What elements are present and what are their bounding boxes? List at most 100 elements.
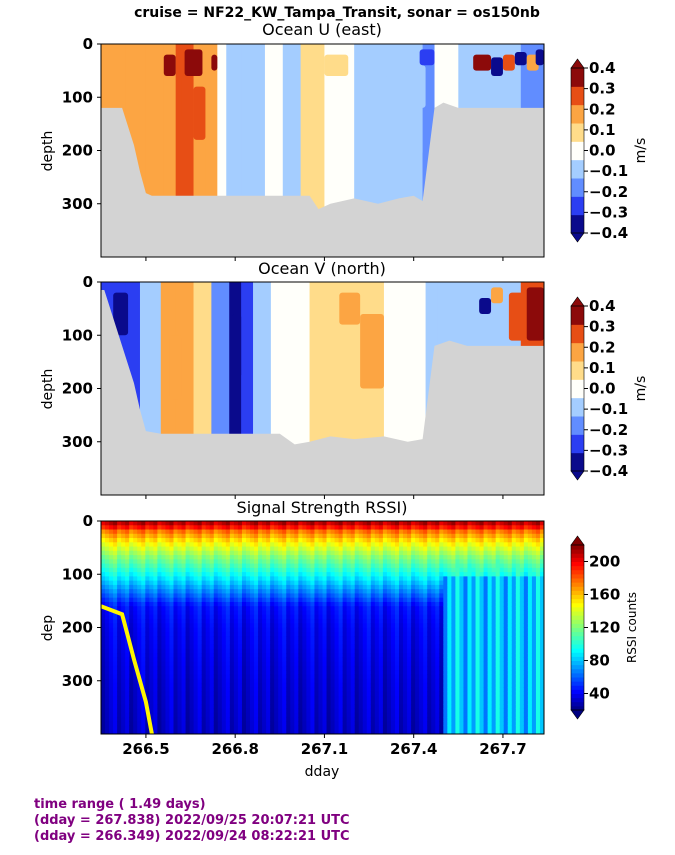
rssi-rssi-cell: [161, 589, 166, 594]
rssi-rssi-cell: [149, 695, 154, 701]
rssi-rssi-cell: [354, 627, 360, 633]
rssi-rssi-cell: [427, 550, 432, 556]
rssi-rssi-cell: [233, 546, 239, 552]
rssi-rssi-cell: [455, 725, 460, 731]
rssi-rssi-cell: [455, 584, 460, 590]
rssi-rssi-cell: [350, 716, 356, 722]
rssi-rssi-cell: [419, 712, 424, 718]
rssi-rssi-cell: [117, 636, 122, 641]
rssi-rssi-cell: [286, 674, 291, 680]
panel-v-ylabel: depth: [40, 369, 56, 410]
rssi-rssi-cell: [475, 704, 481, 709]
rssi-rssi-cell: [415, 584, 420, 590]
rssi-rssi-cell: [201, 601, 207, 607]
rssi-rssi-cell: [201, 678, 207, 684]
rssi-rssi-cell: [197, 559, 203, 565]
rssi-rssi-cell: [326, 665, 332, 671]
rssi-rssi-cell: [306, 682, 311, 688]
rssi-rssi-cell: [419, 653, 424, 658]
rssi-rssi-cell: [447, 661, 452, 667]
rssi-rssi-cell: [431, 572, 436, 577]
rssi-rssi-cell: [254, 716, 259, 722]
rssi-rssi-cell: [382, 589, 388, 594]
rssi-rssi-cell: [475, 550, 481, 556]
rssi-rssi-cell: [314, 538, 319, 543]
rssi-rssi-cell: [423, 589, 428, 594]
rssi-rssi-cell: [201, 555, 207, 560]
rssi-rssi-cell: [109, 648, 114, 654]
u-velocity-patch: [502, 54, 515, 71]
rssi-rssi-cell: [209, 661, 215, 667]
rssi-rssi-cell: [229, 610, 235, 616]
rssi-rssi-cell: [475, 597, 481, 603]
rssi-rssi-cell: [213, 670, 219, 675]
rssi-rssi-cell: [306, 653, 311, 658]
rssi-rssi-cell: [443, 721, 448, 726]
rssi-rssi-cell: [330, 682, 336, 688]
rssi-rssi-cell: [250, 580, 255, 586]
rssi-rssi-cell: [209, 606, 215, 611]
rssi-rssi-cell: [233, 610, 239, 616]
rssi-rssi-cell: [423, 567, 428, 573]
rssi-rssi-cell: [431, 687, 436, 692]
rssi-rssi-cell: [149, 559, 154, 565]
rssi-rssi-cell: [185, 597, 191, 603]
u-velocity-band: [217, 44, 227, 257]
rssi-rssi-cell: [479, 716, 485, 722]
rssi-rssi-cell: [455, 640, 460, 646]
rssi-rssi-cell: [241, 682, 247, 688]
rssi-rssi-cell: [366, 601, 372, 607]
rssi-rssi-cell: [459, 636, 464, 641]
rssi-rssi-cell: [141, 623, 146, 628]
rssi-rssi-cell: [378, 640, 384, 646]
rssi-rssi-cell: [431, 576, 436, 582]
panel-v-colorbar: 0.40.30.20.10.0−0.1−0.2−0.3−0.4m/s: [570, 296, 649, 481]
rssi-rssi-cell: [181, 601, 187, 607]
rssi-rssi-cell: [443, 691, 448, 697]
rssi-rssi-cell: [415, 682, 420, 688]
rssi-rssi-cell: [157, 555, 162, 560]
rssi-rssi-cell: [459, 593, 464, 599]
rssi-rssi-cell: [310, 691, 315, 697]
rssi-rssi-cell: [427, 716, 432, 722]
rssi-rssi-cell: [229, 597, 235, 603]
rssi-rssi-cell: [419, 521, 424, 526]
rssi-rssi-cell: [217, 708, 223, 714]
rssi-rssi-cell: [374, 644, 380, 650]
rssi-rssi-cell: [394, 691, 400, 697]
rssi-rssi-cell: [225, 584, 231, 590]
rssi-rssi-cell: [459, 580, 464, 586]
v-velocity-patch: [339, 292, 361, 325]
rssi-rssi-cell: [229, 687, 235, 692]
rssi-rssi-cell: [423, 546, 428, 552]
rssi-rssi-cell: [133, 691, 138, 697]
rssi-rssi-cell: [302, 682, 307, 688]
rssi-rssi-cell: [334, 623, 340, 628]
rssi-rssi-cell: [483, 687, 489, 692]
rssi-rssi-cell: [451, 559, 456, 565]
rssi-rssi-cell: [342, 529, 348, 535]
rssi-rssi-cell: [467, 529, 473, 535]
rssi-rssi-cell: [463, 665, 468, 671]
rssi-rssi-cell: [229, 682, 235, 688]
rssi-rssi-cell: [475, 606, 481, 611]
rssi-rssi-cell: [370, 555, 376, 560]
rssi-rssi-cell: [189, 589, 195, 594]
rssi-rssi-cell: [447, 521, 452, 526]
v-colorbar-tick-label: −0.2: [589, 421, 628, 439]
rssi-rssi-cell: [370, 691, 376, 697]
rssi-rssi-cell: [137, 721, 142, 726]
rssi-rssi-cell: [467, 721, 473, 726]
rssi-rssi-cell: [419, 618, 424, 624]
rssi-rssi-cell: [141, 644, 146, 650]
rssi-rssi-cell: [427, 597, 432, 603]
rssi-rssi-cell: [225, 691, 231, 697]
rssi-rssi-cell: [290, 533, 295, 539]
rssi-rssi-cell: [350, 593, 356, 599]
rssi-rssi-cell: [390, 538, 396, 543]
rssi-rssi-cell: [250, 674, 255, 680]
rssi-rssi-cell: [390, 614, 396, 620]
rssi-rssi-cell: [342, 627, 348, 633]
rssi-rssi-cell: [153, 716, 158, 722]
u-velocity-patch: [324, 54, 349, 76]
